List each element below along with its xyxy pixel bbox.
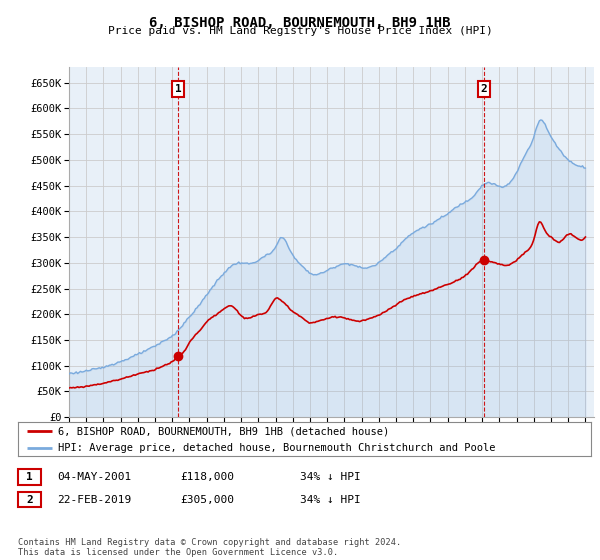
Text: 1: 1	[26, 472, 33, 482]
Text: 22-FEB-2019: 22-FEB-2019	[57, 494, 131, 505]
Text: 6, BISHOP ROAD, BOURNEMOUTH, BH9 1HB (detached house): 6, BISHOP ROAD, BOURNEMOUTH, BH9 1HB (de…	[58, 426, 389, 436]
Text: 2: 2	[481, 84, 488, 94]
Text: 6, BISHOP ROAD, BOURNEMOUTH, BH9 1HB: 6, BISHOP ROAD, BOURNEMOUTH, BH9 1HB	[149, 16, 451, 30]
Text: 2: 2	[26, 494, 33, 505]
Text: Price paid vs. HM Land Registry's House Price Index (HPI): Price paid vs. HM Land Registry's House …	[107, 26, 493, 36]
Text: 1: 1	[175, 84, 182, 94]
Text: 34% ↓ HPI: 34% ↓ HPI	[300, 494, 361, 505]
Text: £305,000: £305,000	[180, 494, 234, 505]
Text: Contains HM Land Registry data © Crown copyright and database right 2024.
This d: Contains HM Land Registry data © Crown c…	[18, 538, 401, 557]
Text: £118,000: £118,000	[180, 472, 234, 482]
Text: HPI: Average price, detached house, Bournemouth Christchurch and Poole: HPI: Average price, detached house, Bour…	[58, 443, 496, 452]
Text: 04-MAY-2001: 04-MAY-2001	[57, 472, 131, 482]
Text: 34% ↓ HPI: 34% ↓ HPI	[300, 472, 361, 482]
